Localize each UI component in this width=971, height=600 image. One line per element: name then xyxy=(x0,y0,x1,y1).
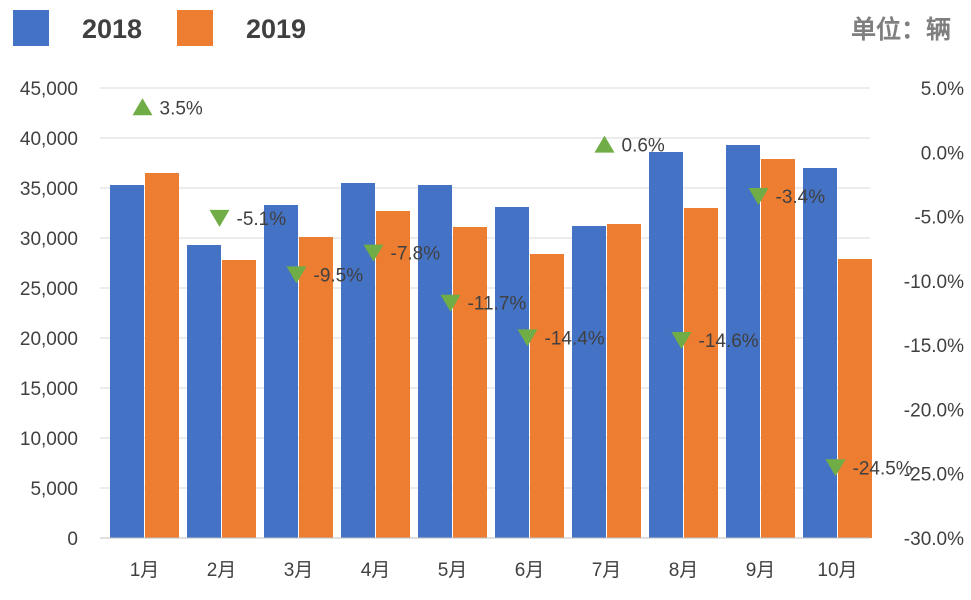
bar-2019 xyxy=(838,259,872,538)
y-left-tick-label: 0 xyxy=(67,529,78,550)
growth-data-label: -5.1% xyxy=(237,209,287,230)
growth-marker xyxy=(363,244,384,262)
growth-data-label: -9.5% xyxy=(314,265,364,286)
growth-data-label: -14.6% xyxy=(699,331,759,352)
legend-swatch-2018 xyxy=(13,10,49,46)
growth-marker xyxy=(825,459,846,477)
y-left-tick-label: 15,000 xyxy=(20,379,78,400)
bar-2018 xyxy=(649,152,683,538)
bar-2018 xyxy=(726,145,760,538)
x-tick-label: 4月 xyxy=(361,560,391,581)
legend-label-2019: 2019 xyxy=(246,14,306,44)
bar-2018 xyxy=(418,185,452,538)
x-tick-label: 1月 xyxy=(130,560,160,581)
growth-data-label: 0.6% xyxy=(622,136,665,157)
growth-marker xyxy=(209,209,230,227)
x-tick-label: 9月 xyxy=(746,560,776,581)
bar-2019 xyxy=(299,237,333,538)
growth-data-label: -14.4% xyxy=(545,328,605,349)
x-tick-label: 10月 xyxy=(817,560,857,581)
legend-label-2018: 2018 xyxy=(82,14,142,44)
bar-2019 xyxy=(453,227,487,538)
y-left-tick-label: 20,000 xyxy=(20,329,78,350)
bar-2018 xyxy=(110,185,144,538)
bar-2018 xyxy=(264,205,298,538)
bar-2019 xyxy=(376,211,410,538)
x-tick-label: 8月 xyxy=(669,560,699,581)
growth-marker xyxy=(132,98,153,116)
y-right-tick-label: 0.0% xyxy=(921,143,964,164)
x-tick-label: 2月 xyxy=(207,560,237,581)
bar-2019 xyxy=(530,254,564,538)
x-tick-label: 6月 xyxy=(515,560,545,581)
y-left-tick-label: 45,000 xyxy=(20,79,78,100)
bar-2018 xyxy=(495,207,529,538)
growth-marker xyxy=(440,294,461,312)
y-left-tick-label: 5,000 xyxy=(30,479,78,500)
growth-marker xyxy=(286,266,307,284)
y-right-tick-label: 5.0% xyxy=(921,79,964,100)
legend-swatch-2019 xyxy=(177,10,213,46)
bar-2018 xyxy=(341,183,375,538)
y-left-tick-label: 35,000 xyxy=(20,179,78,200)
y-right-tick-label: -10.0% xyxy=(904,272,964,293)
growth-marker xyxy=(517,329,538,347)
bar-2019 xyxy=(607,224,641,538)
bar-2019 xyxy=(684,208,718,538)
bar-2018 xyxy=(187,245,221,538)
growth-marker xyxy=(671,332,692,349)
y-right-tick-label: -20.0% xyxy=(904,400,964,421)
unit-label: 单位：辆 xyxy=(851,15,951,44)
y-left-tick-label: 40,000 xyxy=(20,129,78,150)
bar-2018 xyxy=(803,168,837,538)
y-right-tick-label: -30.0% xyxy=(904,529,964,550)
x-tick-label: 7月 xyxy=(592,560,622,581)
growth-data-label: -11.7% xyxy=(468,294,527,315)
growth-data-label: -7.8% xyxy=(391,244,441,265)
y-right-tick-label: -5.0% xyxy=(914,208,964,229)
growth-data-label: 3.5% xyxy=(160,98,203,119)
y-right-tick-label: -15.0% xyxy=(904,336,964,357)
bar-2019 xyxy=(145,173,179,538)
growth-data-label: -24.5% xyxy=(853,458,913,479)
y-left-tick-label: 30,000 xyxy=(20,229,78,250)
growth-marker xyxy=(748,188,769,205)
bar-2019 xyxy=(761,159,795,538)
y-left-tick-label: 10,000 xyxy=(20,429,78,450)
bar-2019 xyxy=(222,260,256,538)
x-tick-label: 5月 xyxy=(438,560,468,581)
growth-marker xyxy=(594,135,615,153)
x-tick-label: 3月 xyxy=(284,560,314,581)
y-left-tick-label: 25,000 xyxy=(20,279,78,300)
growth-data-label: -3.4% xyxy=(776,187,826,208)
y-right-tick-label: -25.0% xyxy=(904,465,964,486)
bar-2018 xyxy=(572,226,606,538)
